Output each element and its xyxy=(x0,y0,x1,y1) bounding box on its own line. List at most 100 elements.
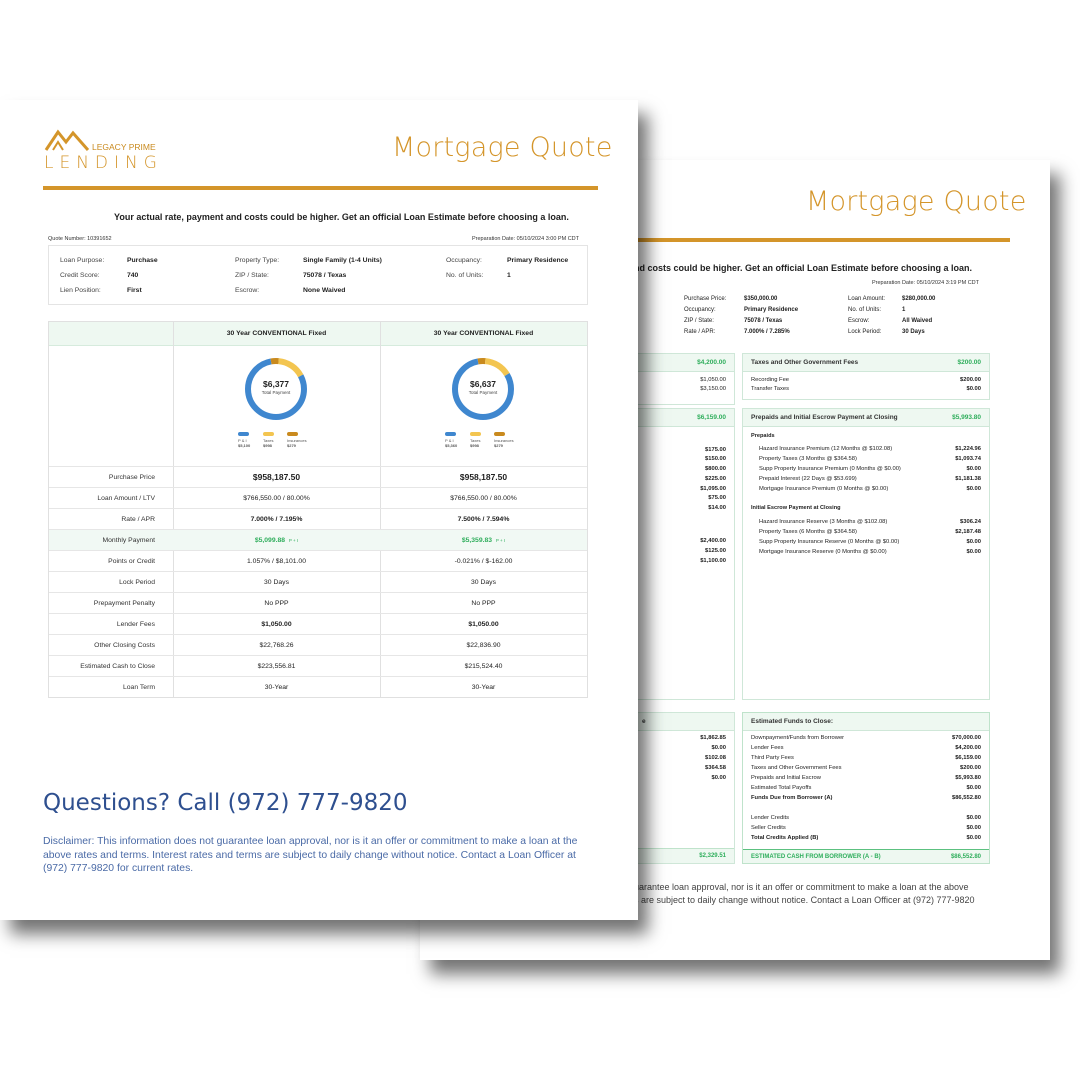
estimated-cash-label: ESTIMATED CASH FROM BORROWER (A - B) xyxy=(751,853,881,860)
fee-value: $3,150.00 xyxy=(700,386,726,392)
disclaimer-text: Disclaimer: This information does not gu… xyxy=(43,836,578,875)
row-label: Recording Fee xyxy=(751,377,790,383)
back-disclaimer-line1: uarantee loan approval, nor is it an off… xyxy=(634,882,969,892)
insurance-segment xyxy=(452,358,514,420)
row-label: Downpayment/Funds from Borrower xyxy=(751,735,845,741)
row-label: Supp Property Insurance Reserve (0 Month… xyxy=(759,539,900,545)
back-title-rule xyxy=(420,238,1010,242)
legend-label: Taxes xyxy=(470,438,481,443)
cell-value: $223,556.81 xyxy=(257,662,296,670)
row-label: Funds Due from Borrower (A) xyxy=(751,795,833,801)
prepaids-total: $5,993.80 xyxy=(952,414,981,421)
row-label: Rate / APR xyxy=(121,515,155,523)
row-label: Mortgage Insurance Premium (0 Months @ $… xyxy=(759,486,889,492)
fee-value: $2,400.00 xyxy=(700,538,726,544)
fee-value: $364.58 xyxy=(705,765,726,771)
row-value: $0.00 xyxy=(966,815,981,821)
prepaid-row: Prepaid Interest (22 Days @ $53.699) $1,1… xyxy=(743,476,989,482)
cell-value: 30-Year xyxy=(264,683,289,691)
mountain-icon xyxy=(44,129,90,151)
legend-value: $279 xyxy=(494,443,503,448)
total-payment-label: Total Payment xyxy=(261,390,291,395)
row-label: Property Taxes (6 Months @ $364.58) xyxy=(759,529,857,535)
pi-segment xyxy=(245,358,307,420)
legend-label: Insurances xyxy=(287,438,307,443)
row-label: Supp Property Insurance Premium (0 Month… xyxy=(759,466,901,472)
questions-phone-heading: Questions? Call (972) 777-9820 xyxy=(43,790,408,816)
fee-value: $1,100.00 xyxy=(700,558,726,564)
payment-donut-chart xyxy=(245,358,307,420)
taxes-title: Taxes and Other Government Fees xyxy=(751,359,859,366)
row-label: Transfer Taxes xyxy=(751,386,790,392)
row-label: Hazard Insurance Reserve (3 Months @ $10… xyxy=(759,519,888,525)
cell-value: 1.057% / $8,101.00 xyxy=(247,557,306,565)
row-value: $70,000.00 xyxy=(951,735,981,741)
legend-taxes: Taxes $998 xyxy=(470,432,481,448)
cell-tag: P + I xyxy=(288,537,299,543)
row-value: $0.00 xyxy=(966,549,981,555)
legend-label: Insurances xyxy=(494,438,514,443)
info-value: Primary Residence xyxy=(744,307,799,313)
row-value: $1,181.38 xyxy=(955,476,981,482)
fee-value: $175.00 xyxy=(705,447,726,453)
cell-value: 30 Days xyxy=(471,578,496,586)
row-label: Lender Fees xyxy=(751,745,784,751)
row-label: Lock Period xyxy=(119,578,155,586)
table-row: Purchase Price $958,187.50 $958,187.50 xyxy=(49,466,587,487)
fee-value: $125.00 xyxy=(705,548,726,554)
legend-pi: P & I $5,100 xyxy=(238,432,250,448)
row-value: $0.00 xyxy=(966,486,981,492)
table-row: Lock Period 30 Days 30 Days xyxy=(49,571,587,592)
fee-value: $225.00 xyxy=(705,476,726,482)
fee-value: $0.00 xyxy=(711,745,726,751)
funds-box: Estimated Funds to Close: Downpayment/Fu… xyxy=(742,712,990,864)
prepaid-row: Property Taxes (3 Months @ $364.58) $1,09… xyxy=(743,456,989,462)
info-label: Rate / APR: xyxy=(684,329,716,335)
table-row: Rate / APR 7.000% / 7.195% 7.500% / 7.59… xyxy=(49,508,587,529)
info-value: None Waived xyxy=(303,287,346,294)
info-label: Loan Purpose: xyxy=(60,257,105,264)
row-label: Taxes and Other Government Fees xyxy=(751,765,842,771)
funds-row: Downpayment/Funds from Borrower $70,000.0… xyxy=(743,735,989,741)
table-row: Monthly Payment $5,099.88 P + I $5,359.8… xyxy=(49,529,587,550)
row-label: Total Credits Applied (B) xyxy=(751,835,819,841)
info-value: 740 xyxy=(127,272,139,279)
info-label: Property Type: xyxy=(235,257,280,264)
row-value: $6,159.00 xyxy=(955,755,981,761)
info-value: 7.000% / 7.285% xyxy=(744,329,790,335)
funds-row: Lender Fees $4,200.00 xyxy=(743,745,989,751)
row-value: $2,187.48 xyxy=(955,529,981,535)
info-value: Purchase xyxy=(127,257,158,264)
row-label: Mortgage Insurance Reserve (0 Months @ $… xyxy=(759,549,887,555)
cell-value: 30-Year xyxy=(471,683,496,691)
funds-row: Third Party Fees $6,159.00 xyxy=(743,755,989,761)
row-label: Prepayment Penalty xyxy=(93,599,155,607)
info-value: 1 xyxy=(507,272,511,279)
legend-insurances: Insurances $279 xyxy=(494,432,514,448)
prepaids-subtitle: Prepaids xyxy=(751,433,775,439)
fee-value: $800.00 xyxy=(705,466,726,472)
front-page: LEGACY PRIME LENDING Mortgage Quote Your… xyxy=(0,100,638,920)
fee-value: $1,862.85 xyxy=(700,735,726,741)
row-label: Hazard Insurance Premium (12 Months @ $1… xyxy=(759,446,893,452)
row-label: Seller Credits xyxy=(751,825,786,831)
payment-chart-1: $6,377 Total Payment P & I $5,100 Taxes $9… xyxy=(173,346,380,466)
legend-label: Taxes xyxy=(263,438,274,443)
loan-comparison-table: 30 Year CONVENTIONAL Fixed 30 Year CONVE… xyxy=(48,321,588,698)
monthly-box-title: e xyxy=(642,718,646,725)
row-label: Property Taxes (3 Months @ $364.58) xyxy=(759,456,857,462)
row-value: $0.00 xyxy=(966,835,981,841)
info-label: Lien Position: xyxy=(60,287,101,294)
credits-row: Seller Credits $0.00 xyxy=(743,825,989,831)
cell-value: $22,836.90 xyxy=(466,641,501,649)
escrow-row: Mortgage Insurance Reserve (0 Months @ $… xyxy=(743,549,989,555)
logo-text-bottom: LENDING xyxy=(44,153,163,173)
escrow-row: Supp Property Insurance Reserve (0 Month… xyxy=(743,539,989,545)
row-label: Points or Credit xyxy=(108,557,155,565)
row-label: Loan Amount / LTV xyxy=(97,494,155,502)
total-payment-value: $6,637 xyxy=(470,379,496,389)
info-label: Purchase Price: xyxy=(684,296,727,302)
info-label: No. of Units: xyxy=(848,307,882,313)
company-logo: LEGACY PRIME LENDING xyxy=(44,128,184,173)
third-party-total: $6,159.00 xyxy=(697,414,726,421)
